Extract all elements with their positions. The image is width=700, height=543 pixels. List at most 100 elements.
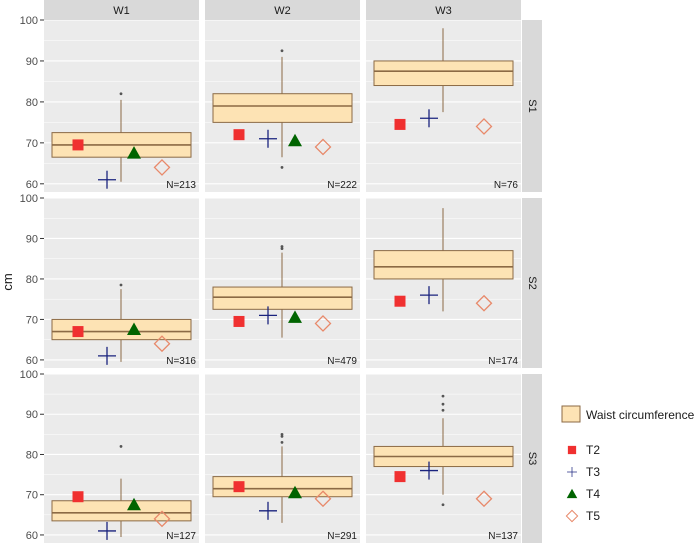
marker-T4	[288, 310, 302, 323]
y-tick-label: 60	[26, 530, 38, 542]
marker-T4	[127, 497, 141, 511]
outlier-point	[441, 402, 445, 406]
y-tick-label: 60	[26, 179, 38, 191]
sample-size-label: N=174	[488, 356, 518, 367]
panel-S2-W1: N=316	[44, 197, 199, 368]
marker-T5	[475, 118, 493, 135]
marker-T2	[72, 491, 84, 503]
marker-T3	[567, 467, 577, 477]
panel-S3-W2: N=291	[205, 373, 360, 543]
sample-size-label: N=222	[327, 180, 357, 191]
y-axis-title: cm	[0, 273, 15, 290]
outlier-point	[441, 408, 445, 412]
legend-label-T2: T2	[586, 443, 600, 457]
marker-T3	[420, 286, 438, 305]
y-tick-label: 100	[20, 193, 38, 205]
y-tick-label: 90	[26, 409, 38, 421]
sample-size-label: N=137	[488, 531, 518, 542]
y-tick-label: 90	[26, 56, 38, 68]
marker-T3	[259, 501, 277, 520]
y-tick-label: 60	[26, 355, 38, 367]
sample-size-label: N=213	[166, 180, 196, 191]
marker-T4	[127, 322, 141, 336]
y-tick-label: 80	[26, 449, 38, 461]
y-tick-label: 100	[20, 15, 38, 27]
panel-S2-W3: N=174	[366, 197, 521, 368]
strip-label-W1: W1	[113, 5, 130, 17]
panels-layer: N=213 N=222 N=76 N=316 N=479 N=174 N=127 N=291 N…	[44, 19, 521, 543]
box-iqr	[51, 500, 192, 522]
marker-T3	[259, 129, 277, 148]
marker-T2	[233, 315, 245, 327]
marker-T5	[475, 490, 493, 508]
outlier-point	[280, 441, 284, 444]
marker-T3	[420, 109, 438, 128]
marker-T2	[233, 481, 245, 493]
outlier-point	[119, 283, 123, 287]
strip-col-W3	[366, 0, 521, 20]
marker-T4	[288, 485, 302, 499]
legend-label-waist: Waist circumference	[586, 408, 695, 422]
outlier-point	[441, 503, 445, 507]
marker-T2	[233, 129, 245, 141]
y-tick-label: 70	[26, 138, 38, 150]
marker-T4	[127, 146, 141, 159]
marker-T2	[72, 326, 84, 338]
marker-T2	[394, 471, 406, 483]
marker-T3	[98, 521, 116, 540]
outlier-point	[280, 166, 284, 169]
strip-row-S3	[522, 374, 542, 543]
outlier-point	[119, 445, 123, 448]
y-tick-label: 80	[26, 274, 38, 286]
marker-T5	[314, 138, 332, 156]
box-iqr	[212, 286, 353, 310]
marker-T2	[72, 139, 84, 151]
box-iqr	[212, 476, 353, 498]
sample-size-label: N=76	[494, 180, 519, 191]
panel-S3-W3: N=137	[366, 373, 521, 543]
sample-size-label: N=479	[327, 356, 357, 367]
outlier-point	[280, 49, 284, 53]
strip-label-S2: S2	[526, 276, 538, 289]
panel-S3-W1: N=127	[44, 373, 199, 543]
marker-T5	[153, 159, 171, 176]
box-iqr	[51, 318, 192, 341]
legend-marker-T4	[566, 488, 578, 499]
panel-S1-W1: N=213	[44, 19, 199, 192]
outlier-point	[280, 434, 284, 438]
box-iqr	[212, 93, 353, 123]
outlier-point	[280, 432, 284, 436]
marker-T3	[98, 170, 116, 189]
strip-col-W2	[205, 0, 360, 20]
marker-T4	[288, 133, 302, 147]
marker-T3	[420, 461, 438, 480]
legend-marker-T3	[567, 467, 577, 477]
marker-T5	[314, 315, 332, 332]
marker-T2	[394, 295, 406, 307]
marker-T5	[475, 294, 493, 312]
legend-label-T3: T3	[586, 465, 600, 479]
panel-S1-W3: N=76	[366, 19, 521, 192]
strip-label-S3: S3	[526, 452, 538, 465]
outlier-point	[441, 394, 445, 398]
legend: Waist circumference T2 T3 T4 T5	[561, 405, 695, 523]
legend-key-box	[561, 405, 581, 423]
legend-label-T5: T5	[586, 509, 600, 523]
y-axis-layer: 60 70 80 90 100 60 70 80 90 100 60 70 80 90 100	[20, 15, 44, 542]
strip-row-S2	[522, 198, 542, 368]
outlier-point	[119, 92, 123, 96]
y-tick-label: 70	[26, 314, 38, 326]
legend-marker-T2	[567, 445, 577, 455]
sample-size-label: N=127	[166, 531, 196, 542]
strip-label-W3: W3	[435, 5, 452, 17]
marker-T3	[259, 306, 277, 325]
panel-S2-W2: N=479	[205, 197, 360, 368]
legend-marker-T5	[565, 509, 579, 523]
strip-row-S1	[522, 20, 542, 192]
y-tick-label: 90	[26, 233, 38, 245]
marker-T5	[153, 335, 171, 353]
marker-T2	[567, 445, 577, 455]
y-tick-label: 80	[26, 97, 38, 109]
marker-T5	[565, 509, 579, 523]
